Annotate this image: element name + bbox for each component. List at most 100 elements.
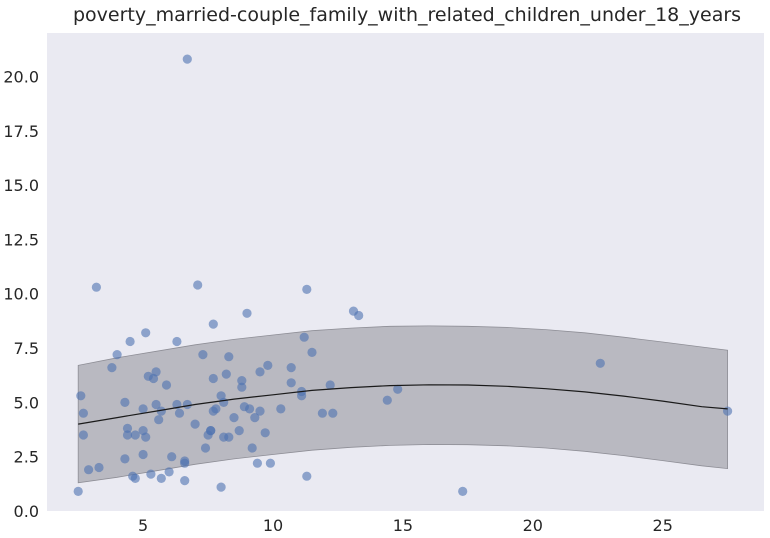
data-point	[325, 380, 335, 390]
data-point	[122, 423, 133, 433]
data-point	[302, 471, 312, 481]
data-point	[151, 367, 161, 377]
data-point	[234, 426, 244, 436]
data-point	[286, 363, 296, 373]
data-point	[307, 347, 317, 357]
data-point	[76, 391, 86, 401]
data-point	[156, 473, 166, 483]
data-point	[286, 378, 296, 388]
x-axis-ticks: 5 10 15 20 25	[138, 516, 673, 535]
data-point	[382, 395, 392, 405]
data-point	[245, 404, 255, 414]
data-point	[182, 399, 192, 410]
data-point	[190, 419, 200, 429]
data-point	[260, 428, 270, 438]
x-tick-label: 20	[523, 516, 543, 535]
y-tick-label: 20.0	[3, 68, 39, 87]
y-tick-label: 17.5	[3, 122, 39, 141]
data-point	[247, 443, 257, 453]
data-point	[120, 454, 130, 464]
data-point	[595, 358, 605, 368]
x-tick-label: 5	[138, 516, 148, 535]
y-tick-label: 12.5	[3, 230, 39, 249]
data-point	[206, 426, 216, 436]
data-point	[141, 432, 151, 442]
y-tick-label: 10.0	[3, 285, 39, 304]
data-point	[174, 408, 185, 418]
data-point	[73, 486, 83, 496]
data-point	[154, 415, 164, 425]
y-tick-label: 7.5	[14, 339, 39, 358]
chart-title: poverty_married-couple_family_with_relat…	[73, 4, 741, 26]
data-point	[200, 443, 211, 453]
data-point	[164, 467, 174, 477]
data-point	[107, 363, 117, 373]
data-point	[211, 404, 221, 414]
data-point	[84, 465, 94, 475]
data-point	[180, 476, 190, 486]
data-point	[198, 350, 208, 360]
data-point	[193, 280, 203, 290]
data-point	[224, 432, 234, 442]
y-tick-label: 2.5	[14, 448, 39, 467]
confidence-band	[77, 325, 728, 484]
data-point	[221, 369, 231, 379]
x-tick-label: 15	[393, 516, 413, 535]
data-point	[167, 452, 177, 462]
data-point	[219, 397, 229, 407]
fit-line	[78, 384, 728, 425]
data-point	[120, 397, 130, 407]
data-point	[78, 430, 88, 440]
y-axis-ticks: 0.0 2.5 5.0 7.5 10.0 12.5 15.0 17.5 20.0	[3, 68, 39, 522]
y-tick-label: 0.0	[14, 502, 39, 521]
data-point	[151, 399, 161, 410]
x-tick-label: 25	[653, 516, 673, 535]
fit-line-layer	[78, 384, 728, 425]
data-point	[237, 382, 247, 392]
data-point	[130, 430, 140, 440]
data-points-layer	[73, 54, 733, 496]
data-point	[112, 350, 122, 360]
data-point	[146, 469, 156, 479]
data-point	[141, 328, 151, 338]
data-point	[276, 404, 286, 414]
data-point	[242, 308, 252, 318]
data-point	[229, 413, 239, 423]
data-point	[250, 413, 260, 423]
data-point	[723, 406, 733, 416]
data-point	[156, 406, 166, 416]
data-point	[458, 486, 468, 496]
data-point	[208, 373, 218, 384]
data-point	[252, 458, 262, 468]
data-point	[172, 336, 182, 347]
data-point	[208, 319, 218, 329]
data-point	[122, 430, 133, 440]
data-point	[130, 473, 140, 483]
data-point	[78, 408, 88, 418]
data-point	[161, 380, 172, 390]
data-point	[297, 391, 307, 401]
x-tick-label: 10	[263, 516, 283, 535]
data-point	[354, 310, 364, 321]
data-point	[224, 352, 234, 362]
confidence-band-layer	[77, 325, 728, 484]
data-point	[255, 367, 265, 377]
data-point	[302, 284, 312, 294]
data-point	[265, 458, 275, 468]
data-point	[182, 54, 192, 64]
data-point	[216, 482, 226, 492]
data-point	[91, 282, 101, 292]
data-point	[237, 376, 247, 386]
data-point	[255, 406, 265, 416]
data-point	[393, 384, 403, 394]
data-point	[138, 404, 148, 414]
data-point	[328, 408, 338, 418]
data-point	[299, 332, 309, 342]
y-tick-label: 5.0	[14, 393, 39, 412]
data-point	[317, 408, 327, 418]
y-tick-label: 15.0	[3, 176, 39, 195]
data-point	[125, 336, 135, 347]
data-point	[263, 360, 273, 370]
data-point	[180, 458, 190, 468]
